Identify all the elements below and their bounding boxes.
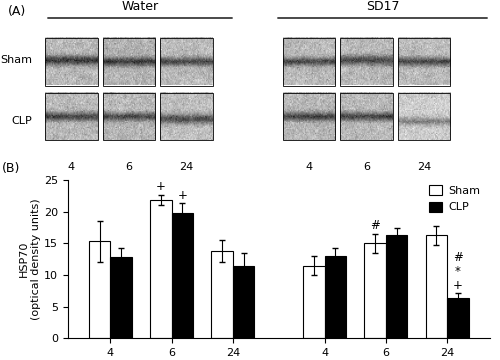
Bar [212,251,233,338]
Bar [340,93,392,140]
Text: (A): (A) [8,5,26,18]
Bar [233,266,254,338]
Text: Sham: Sham [0,55,32,65]
Bar [102,93,155,140]
Text: 24: 24 [416,162,431,172]
Text: (B): (B) [2,162,21,175]
Bar [447,298,468,338]
Bar [398,38,450,85]
Text: 6: 6 [125,162,132,172]
Text: #
*
+: # * + [453,251,463,292]
Bar [386,235,407,338]
Bar [282,93,335,140]
Bar [45,38,98,85]
Bar [160,93,212,140]
Bar [172,213,193,338]
Bar [45,93,98,140]
Bar [110,257,132,338]
Bar [89,242,110,338]
Text: 6: 6 [363,162,370,172]
Text: 4: 4 [68,162,75,172]
Text: 4: 4 [305,162,312,172]
Bar [324,256,346,338]
Text: CLP: CLP [12,116,32,126]
Text: +: + [178,189,187,202]
Bar [160,38,212,85]
Bar [150,200,172,338]
Text: SD17: SD17 [366,0,399,13]
Text: 24: 24 [179,162,194,172]
Y-axis label: HSP70
(optical density units): HSP70 (optical density units) [20,198,41,320]
Bar [340,38,392,85]
Bar [426,235,447,338]
Legend: Sham, CLP: Sham, CLP [424,181,484,217]
Bar [303,266,324,338]
Text: Water: Water [122,0,158,13]
Text: +: + [156,180,166,193]
Bar [398,93,450,140]
Bar [364,243,386,338]
Bar [102,38,155,85]
Bar [282,38,335,85]
Text: #: # [370,219,380,232]
